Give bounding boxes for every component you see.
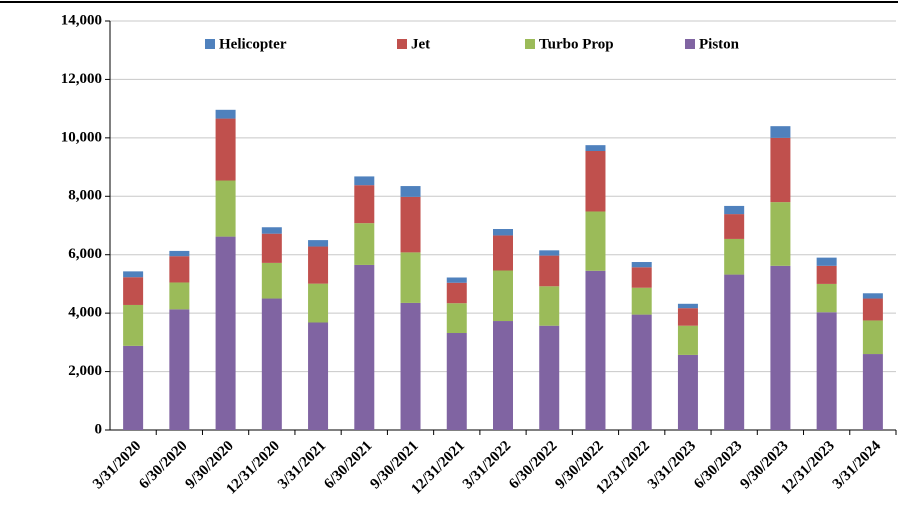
- bar-segment: [169, 309, 190, 430]
- x-tick-label: 6/30/2023: [691, 438, 745, 492]
- bar-segment: [446, 303, 467, 334]
- y-tick-label: 8,000: [68, 188, 102, 204]
- x-tick-label: 3/31/2022: [460, 438, 514, 492]
- bar-segment: [862, 298, 883, 321]
- bar-segment: [770, 126, 791, 138]
- bar-segment: [446, 333, 467, 430]
- bar-segment: [215, 109, 236, 119]
- bar-segment: [446, 277, 467, 283]
- bar-segment: [354, 176, 375, 186]
- bar-segment: [770, 202, 791, 266]
- bar-segment: [539, 325, 560, 430]
- y-tick-label: 0: [95, 421, 103, 437]
- legend-swatch: [525, 39, 535, 49]
- bar-segment: [631, 314, 652, 430]
- bar-segment: [631, 267, 652, 288]
- bar-segment: [816, 312, 837, 430]
- bar-segment: [724, 274, 745, 430]
- bar-segment: [215, 180, 236, 237]
- x-tick-label: 3/31/2024: [830, 438, 885, 493]
- bar-segment: [215, 236, 236, 430]
- bar-segment: [816, 283, 837, 313]
- bar-segment: [400, 302, 421, 430]
- bar-segment: [308, 240, 329, 247]
- bar-segment: [493, 321, 513, 430]
- bar-segment: [539, 286, 560, 326]
- bar-segment: [400, 186, 421, 197]
- x-tick-label: 3/31/2023: [645, 438, 699, 492]
- bar-segment: [677, 308, 698, 326]
- bar-segment: [724, 214, 745, 239]
- legend-swatch: [397, 39, 407, 49]
- bar-segment: [169, 256, 190, 283]
- legend-swatch: [685, 39, 695, 49]
- y-tick-label: 10,000: [61, 129, 102, 145]
- bar-segment: [724, 205, 745, 215]
- bar-segment: [261, 227, 282, 234]
- bar-segment: [631, 262, 652, 268]
- bar-segment: [862, 293, 883, 299]
- bar-segment: [539, 255, 560, 287]
- bar-segment: [261, 233, 282, 263]
- x-tick-label: 6/30/2021: [321, 438, 375, 492]
- bar-segment: [770, 137, 791, 203]
- bar-segment: [261, 262, 282, 299]
- legend-label: Piston: [699, 36, 740, 52]
- bar-segment: [585, 270, 606, 430]
- bar-segment: [400, 252, 421, 303]
- bar-segment: [862, 354, 883, 430]
- bar-segment: [123, 277, 144, 305]
- bar-segment: [354, 185, 375, 224]
- x-tick-label: 3/31/2020: [90, 438, 144, 492]
- y-tick-label: 4,000: [68, 305, 102, 321]
- x-tick-label: 3/31/2021: [275, 438, 329, 492]
- bar-segment: [724, 238, 745, 275]
- bar-segment: [308, 322, 329, 430]
- bar-segment: [169, 282, 190, 310]
- bar-segment: [862, 320, 883, 355]
- legend-label: Turbo Prop: [539, 36, 614, 52]
- bar-segment: [354, 223, 375, 265]
- bar-segment: [123, 304, 144, 346]
- bar-segment: [585, 145, 606, 152]
- bar-segment: [215, 118, 236, 181]
- bar-segment: [677, 354, 698, 430]
- x-tick-label: 6/30/2020: [136, 438, 190, 492]
- bar-segment: [585, 211, 606, 271]
- legend-label: Jet: [411, 36, 430, 52]
- y-tick-label: 12,000: [61, 71, 102, 87]
- bar-segment: [493, 270, 513, 322]
- bar-segment: [816, 265, 837, 284]
- y-tick-label: 6,000: [68, 246, 102, 262]
- bar-segment: [400, 196, 421, 253]
- bar-segment: [493, 229, 513, 236]
- bar-segment: [585, 151, 606, 212]
- bar-segment: [354, 264, 375, 430]
- bar-segment: [123, 271, 144, 278]
- bar-segment: [539, 250, 560, 256]
- bar-segment: [631, 287, 652, 315]
- bar-segment: [261, 298, 282, 430]
- bar-segment: [493, 235, 513, 271]
- bar-segment: [123, 345, 144, 430]
- y-tick-label: 14,000: [61, 12, 102, 28]
- legend-label: Helicopter: [219, 36, 287, 52]
- legend-swatch: [205, 39, 215, 49]
- y-tick-label: 2,000: [68, 363, 102, 379]
- bar-segment: [446, 282, 467, 304]
- bar-segment: [770, 265, 791, 430]
- x-tick-label: 6/30/2022: [506, 438, 560, 492]
- bar-segment: [677, 303, 698, 309]
- bar-segment: [308, 283, 329, 323]
- bar-segment: [816, 257, 837, 266]
- bar-segment: [677, 325, 698, 355]
- bar-segment: [308, 246, 329, 284]
- bar-segment: [169, 250, 190, 257]
